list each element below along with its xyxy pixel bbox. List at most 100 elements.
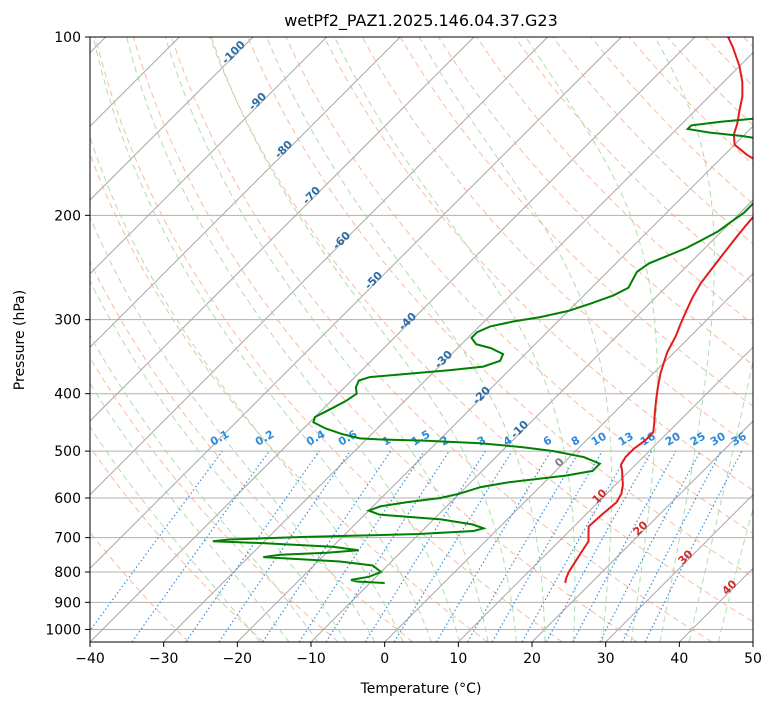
moist-adiabat-label: -100	[219, 38, 248, 67]
moist-adiabat-label: -30	[432, 348, 455, 371]
mixing-ratio-label: 36	[729, 430, 749, 449]
mixing-ratio-line	[185, 450, 320, 642]
moist-adiabat-label: -90	[246, 90, 269, 113]
moist-adiabat-label: 40	[720, 577, 740, 597]
y-tick-label: 500	[54, 444, 81, 460]
y-tick-label: 200	[54, 208, 81, 224]
x-tick-label: 30	[597, 651, 615, 667]
moist-adiabat-label: -50	[362, 269, 385, 292]
isotherm-line	[90, 37, 696, 642]
isotherm-line	[90, 37, 622, 570]
mixing-ratio-line	[298, 450, 425, 642]
isotherm-line	[752, 641, 753, 642]
moist-adiabat-line	[266, 37, 546, 642]
moist-adiabat-line	[210, 37, 517, 642]
dry-adiabat-line	[90, 356, 339, 642]
moist-adiabat-line	[90, 334, 319, 642]
mixing-ratio-lines	[90, 450, 743, 642]
dry-adiabat-line	[743, 37, 753, 48]
isotherm-line	[310, 199, 753, 642]
dry-adiabat-line	[514, 37, 753, 285]
moist-adiabat-line	[334, 37, 576, 642]
y-tick-label: 1000	[45, 622, 81, 638]
dry-adiabat-line	[704, 37, 753, 87]
moist-adiabat-label: 10	[590, 486, 610, 506]
dry-adiabat-line	[323, 37, 753, 491]
x-tick-label: −40	[75, 651, 105, 667]
moist-adiabat-label: -60	[330, 229, 353, 252]
mixing-ratio-line	[521, 450, 631, 642]
mixing-ratio-label: 20	[663, 430, 683, 449]
isotherm-grid	[90, 37, 753, 642]
dry-adiabat-line	[285, 37, 753, 535]
x-tick-label: −20	[223, 651, 253, 667]
mixing-ratio-line	[644, 450, 743, 642]
y-tick-label: 300	[54, 313, 81, 329]
moist-adiabat-line	[525, 37, 658, 642]
mixing-ratio-label: 10	[589, 430, 609, 449]
isotherm-line	[531, 420, 753, 642]
adiabat-lines	[90, 37, 753, 642]
moist-adiabat-line	[90, 215, 376, 642]
mixing-ratio-label: 13	[616, 430, 636, 449]
isotherm-line	[457, 346, 753, 642]
profile-lines	[212, 37, 753, 584]
isotherm-line	[163, 51, 753, 642]
dry-adiabat-line	[94, 37, 563, 642]
moist-adiabat-label: -20	[470, 384, 493, 407]
isotherm-line	[90, 37, 401, 349]
isotherm-line	[384, 272, 753, 642]
isotherm-line	[90, 37, 549, 496]
moist-adiabat-line	[92, 37, 432, 642]
moist-adiabat-label: 30	[676, 547, 696, 567]
dewpoint-line	[212, 117, 753, 584]
y-axis-label: Pressure (hPa)	[12, 290, 28, 390]
dry-adiabat-line	[437, 37, 753, 366]
y-tick-label: 900	[54, 595, 81, 611]
chart-title: wetPf2_PAZ1.2025.146.04.37.G23	[284, 11, 558, 31]
mixing-ratio-label: 0.4	[304, 427, 328, 448]
dry-adiabat-line	[476, 37, 753, 325]
dry-adiabat-line	[90, 260, 414, 642]
y-tick-label: 700	[54, 531, 81, 547]
dry-adiabat-line	[171, 37, 712, 642]
dry-adiabat-line	[209, 37, 753, 623]
x-tick-label: −30	[149, 651, 179, 667]
isotherm-line	[678, 567, 753, 642]
moist-adiabat-label: -70	[300, 184, 323, 207]
x-tick-label: −10	[296, 651, 326, 667]
x-axis-label: Temperature (°C)	[360, 681, 482, 697]
dry-adiabat-line	[90, 152, 488, 642]
isotherm-line	[236, 125, 753, 642]
mixing-ratio-line	[572, 450, 677, 642]
isotherm-line	[90, 37, 254, 201]
mixing-ratio-line	[218, 450, 351, 642]
mixing-ratio-line	[262, 450, 392, 642]
x-axis-ticks: −40 −30 −20 −10 0 10 20 30 40 50	[75, 642, 762, 667]
moist-adiabat-line	[90, 426, 261, 642]
x-tick-label: 10	[449, 651, 467, 667]
mixing-ratio-label: 3	[475, 434, 488, 449]
plot-frame	[89, 36, 754, 643]
x-tick-label: 40	[670, 651, 688, 667]
mixing-ratio-line	[393, 450, 513, 642]
dry-adiabat-line	[90, 531, 190, 642]
adiabat-labels: 0.1 0.2 0.4 0.6 1 1.5 2 3 4 6 8 10 13 16 20 25 30 36-100-…	[208, 38, 749, 598]
mixing-ratio-label: 30	[708, 430, 728, 449]
moist-adiabat-label: -10	[508, 418, 531, 441]
x-tick-label: 20	[523, 651, 541, 667]
mixing-ratio-label: 1	[380, 434, 393, 449]
moist-adiabat-line	[90, 382, 290, 642]
isotherm-line	[605, 493, 753, 642]
mixing-ratio-label: 6	[541, 433, 554, 448]
dry-adiabat-line	[90, 446, 264, 642]
mixing-ratio-line	[599, 450, 702, 642]
moist-adiabat-line	[654, 37, 715, 642]
temperature-line	[564, 37, 753, 584]
mixing-ratio-line	[90, 450, 223, 632]
moist-adiabat-line	[418, 37, 613, 642]
mixing-ratio-label: 25	[688, 430, 708, 449]
moist-adiabat-line	[90, 135, 404, 642]
x-tick-label: 50	[744, 651, 762, 667]
